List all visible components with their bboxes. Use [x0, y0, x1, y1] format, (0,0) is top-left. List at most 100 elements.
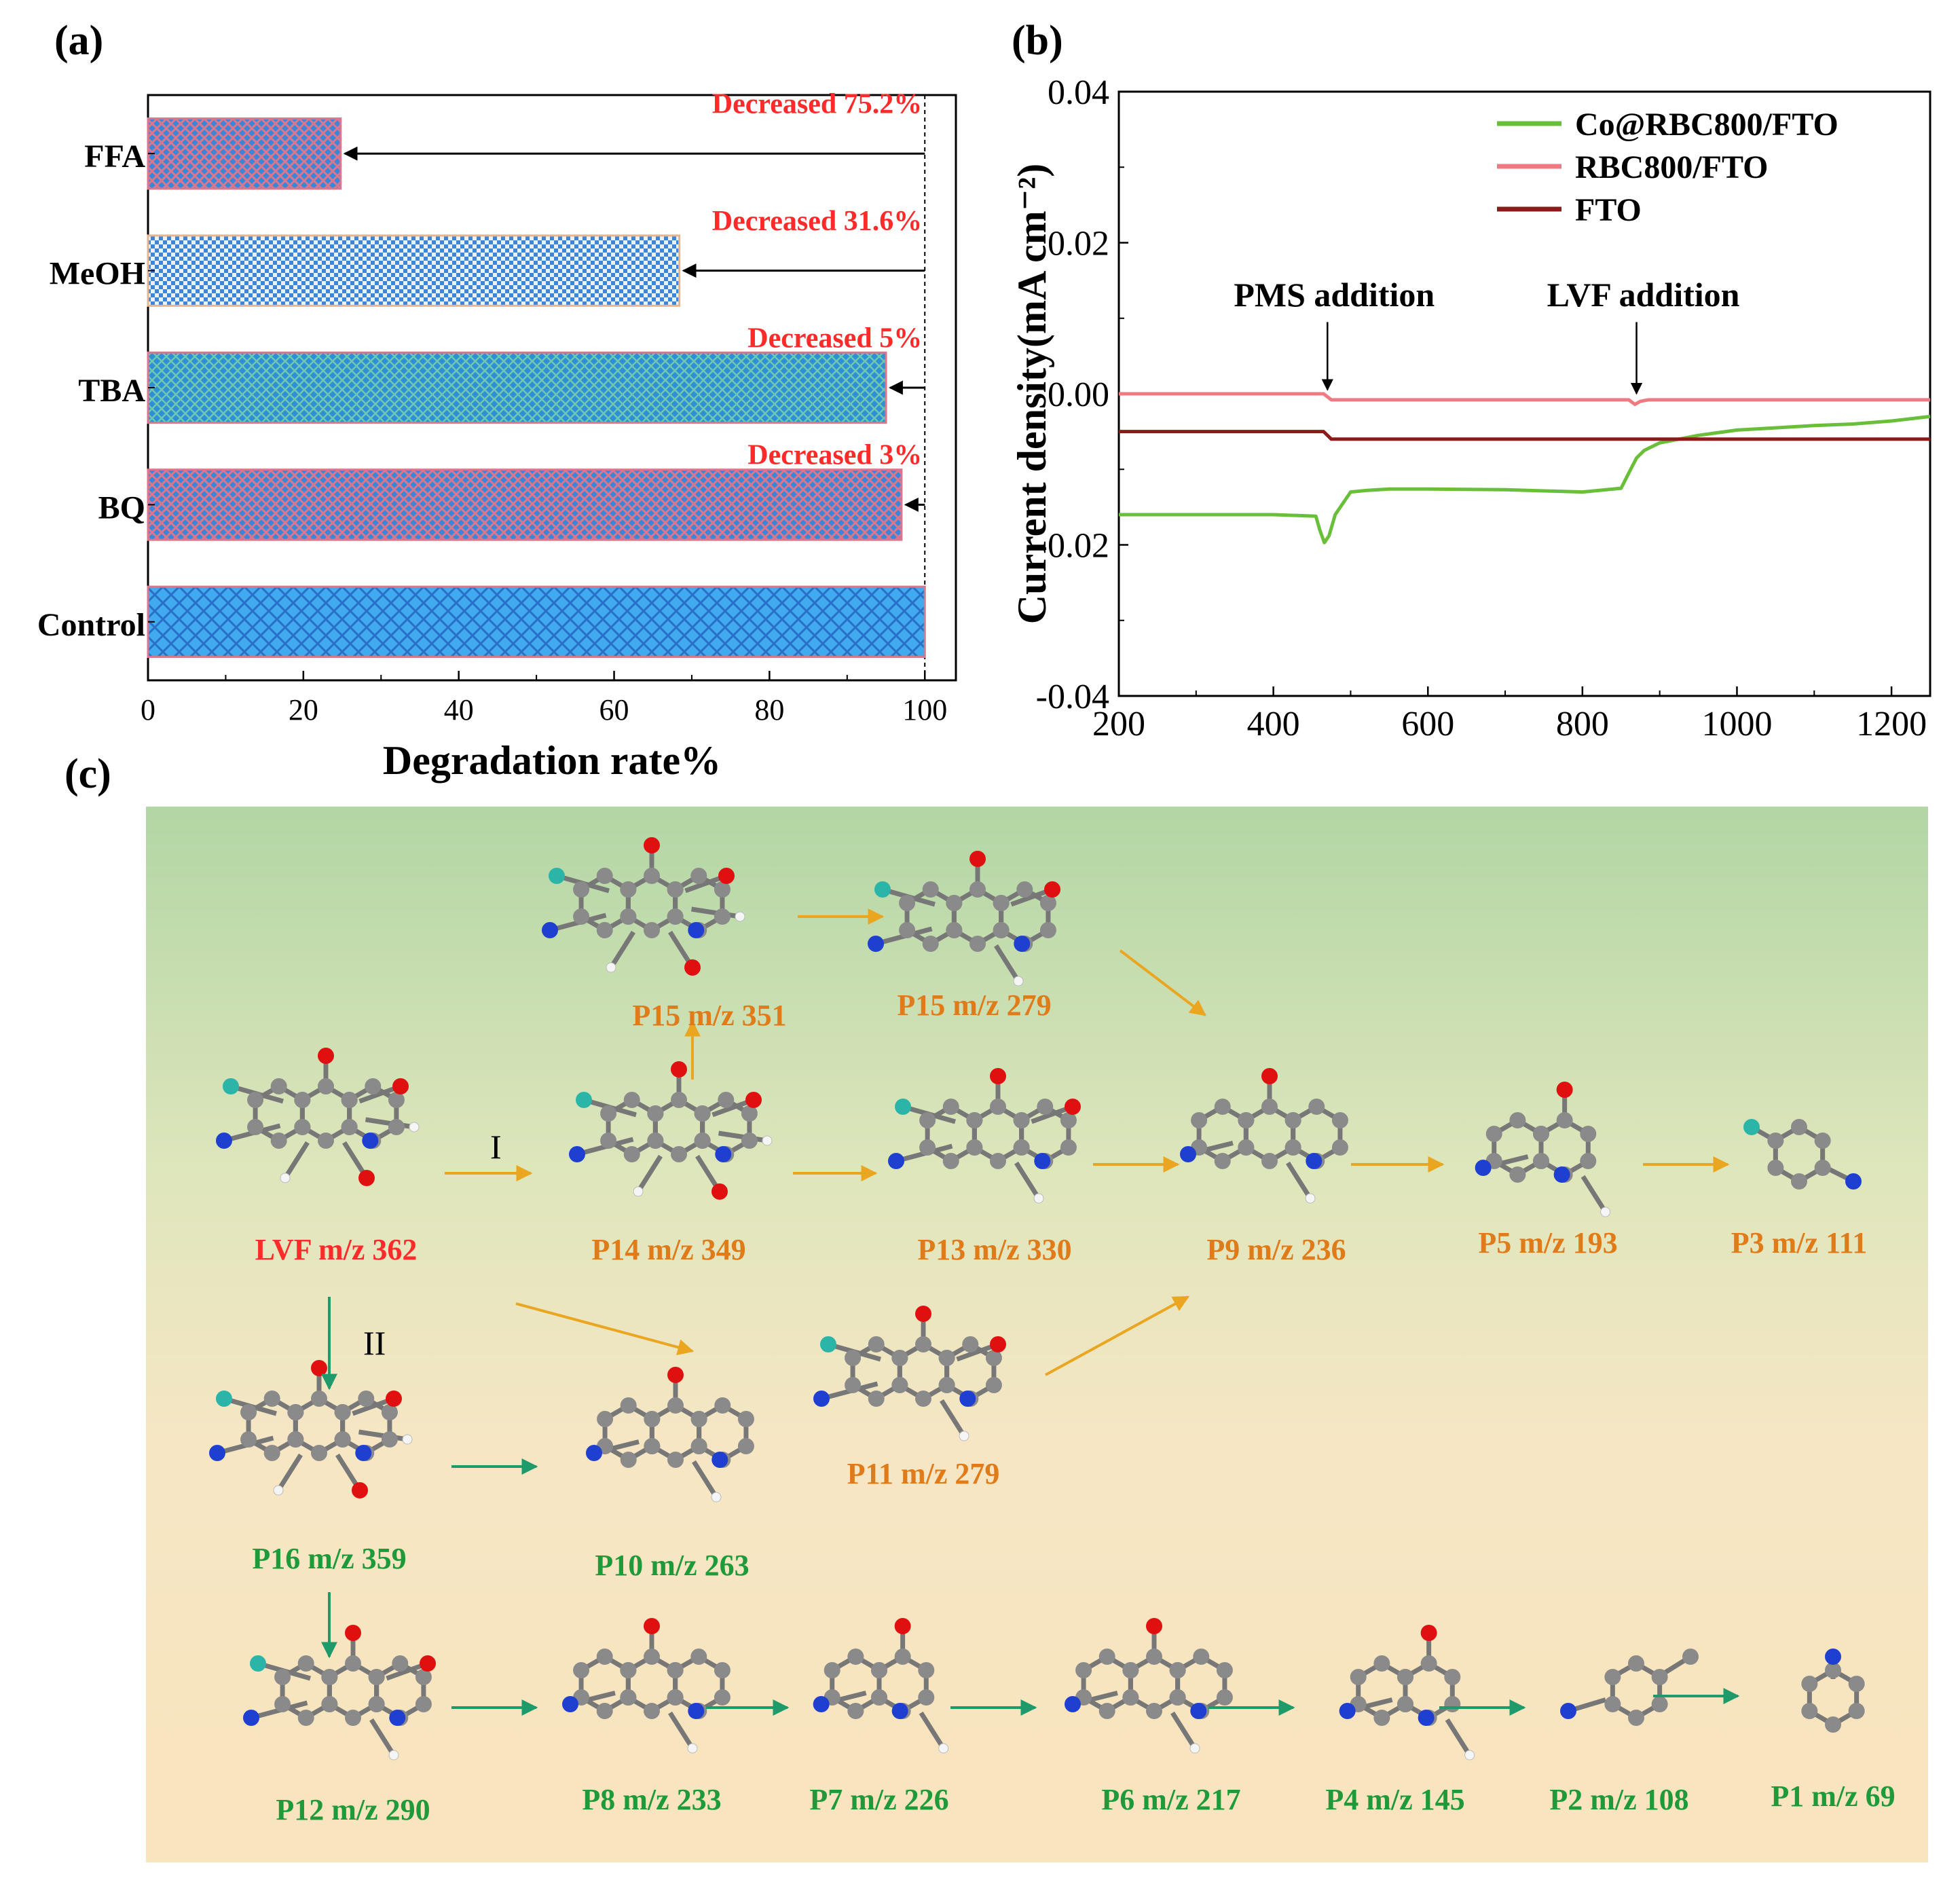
atom-C — [1146, 1703, 1162, 1719]
atom-N — [888, 1153, 904, 1169]
molecule-P15a — [542, 837, 745, 976]
xtick-label: 0 — [141, 693, 155, 726]
atom-C — [620, 1397, 637, 1414]
compound-label-P15b: P15 m/z 279 — [897, 989, 1051, 1022]
atom-C — [946, 922, 963, 938]
bar-ffa — [147, 117, 342, 190]
atom-C — [240, 1404, 257, 1420]
atom-C — [381, 1404, 398, 1420]
xtick-label: 200 — [1092, 705, 1145, 743]
decrease-annotation-bq: Decreased 3% — [747, 440, 922, 471]
atom-C — [1848, 1676, 1865, 1692]
atom-C — [644, 1649, 660, 1665]
atom-C — [671, 1092, 687, 1108]
atom-H — [1464, 1750, 1475, 1761]
atom-C — [966, 1139, 983, 1156]
atom-N — [355, 1445, 372, 1461]
atom-N — [243, 1710, 259, 1726]
atom-C — [993, 922, 1010, 938]
atom-C — [1791, 1119, 1807, 1135]
compound-label-P16: P16 m/z 359 — [252, 1542, 406, 1575]
compound-label-P5: P5 m/z 193 — [1478, 1226, 1617, 1259]
atom-N — [715, 1146, 732, 1162]
atom-O — [644, 1618, 660, 1634]
molecule-P12 — [243, 1625, 436, 1761]
atom-C — [388, 1092, 405, 1108]
category-label-tba: TBA — [78, 373, 145, 409]
atom-C — [990, 1153, 1006, 1169]
atom-C — [1651, 1696, 1668, 1712]
atom-O — [745, 1092, 762, 1108]
chart-b: 200 400 600 800 1000 1200 -0.04 -0.02 0.00 0.02 0.… — [1010, 73, 1931, 743]
atom-H — [1033, 1193, 1044, 1204]
atom-N — [562, 1696, 578, 1712]
atom-O — [990, 1336, 1006, 1352]
atom-H — [402, 1434, 413, 1445]
atom-H — [938, 1743, 949, 1754]
atom-H — [633, 1186, 644, 1197]
atom-C — [824, 1662, 840, 1678]
atom-C — [318, 1078, 334, 1094]
atom-C — [647, 1133, 664, 1149]
atom-N — [1065, 1696, 1081, 1712]
molecule-P9 — [1180, 1068, 1348, 1204]
atom-O — [915, 1306, 931, 1322]
atom-C — [600, 1133, 617, 1149]
atom-C — [667, 881, 684, 898]
atom-C — [1075, 1662, 1092, 1678]
molecule-P3 — [1743, 1119, 1862, 1190]
atom-C — [922, 936, 939, 952]
atom-C — [620, 881, 637, 898]
bond — [1170, 1711, 1197, 1750]
decrease-annotation-ffa: Decreased 75.2% — [712, 88, 922, 119]
atom-H — [273, 1485, 284, 1496]
atom-C — [1825, 1662, 1841, 1678]
atom-C — [915, 1336, 931, 1352]
atom-C — [1060, 1139, 1077, 1156]
atom-O — [311, 1360, 327, 1376]
atom-C — [714, 1397, 731, 1414]
atom-N — [1560, 1703, 1576, 1719]
route-I-arrow-8 — [515, 1302, 695, 1355]
atom-C — [737, 1411, 754, 1427]
atom-C — [596, 1703, 613, 1719]
atom-H — [1600, 1207, 1611, 1217]
atom-C — [596, 1649, 613, 1665]
bond — [919, 1711, 946, 1750]
atom-C — [1191, 1112, 1208, 1128]
atom-N — [389, 1710, 406, 1726]
xtick-label: 800 — [1556, 705, 1609, 743]
atom-C — [247, 1092, 264, 1108]
atom-C — [297, 1655, 314, 1672]
molecule-P16 — [209, 1360, 413, 1498]
bond — [1445, 1718, 1472, 1756]
atom-H — [388, 1750, 399, 1761]
atom-H — [1013, 976, 1024, 987]
atom-C — [845, 1350, 862, 1366]
atom-C — [1791, 1173, 1807, 1190]
atom-C — [1122, 1689, 1139, 1706]
compound-label-LVF: LVF m/z 362 — [255, 1233, 418, 1266]
series-line-2 — [1119, 430, 1930, 441]
category-label-meoh: MeOH — [50, 256, 145, 292]
molecule-P6 — [1065, 1618, 1233, 1754]
atom-C — [942, 1153, 959, 1169]
atom-C — [1801, 1676, 1818, 1692]
atom-C — [1098, 1703, 1115, 1719]
atom-C — [345, 1655, 361, 1672]
atom-C — [1420, 1655, 1437, 1672]
atom-N — [711, 1452, 728, 1468]
atom-C — [1308, 1099, 1325, 1115]
atom-F — [576, 1092, 592, 1108]
atom-O — [1420, 1625, 1437, 1641]
atom-O — [894, 1618, 911, 1634]
atom-C — [1825, 1716, 1841, 1733]
chart-a-xlabel: Degradation rate% — [383, 738, 721, 783]
xtick-label: 80 — [754, 693, 784, 726]
decrease-annotation-meoh: Decreased 31.6% — [712, 206, 922, 237]
atom-C — [620, 908, 637, 925]
bar-bq — [147, 468, 903, 541]
atom-C — [1331, 1112, 1348, 1128]
atom-C — [1651, 1669, 1668, 1685]
atom-N — [1475, 1160, 1492, 1176]
